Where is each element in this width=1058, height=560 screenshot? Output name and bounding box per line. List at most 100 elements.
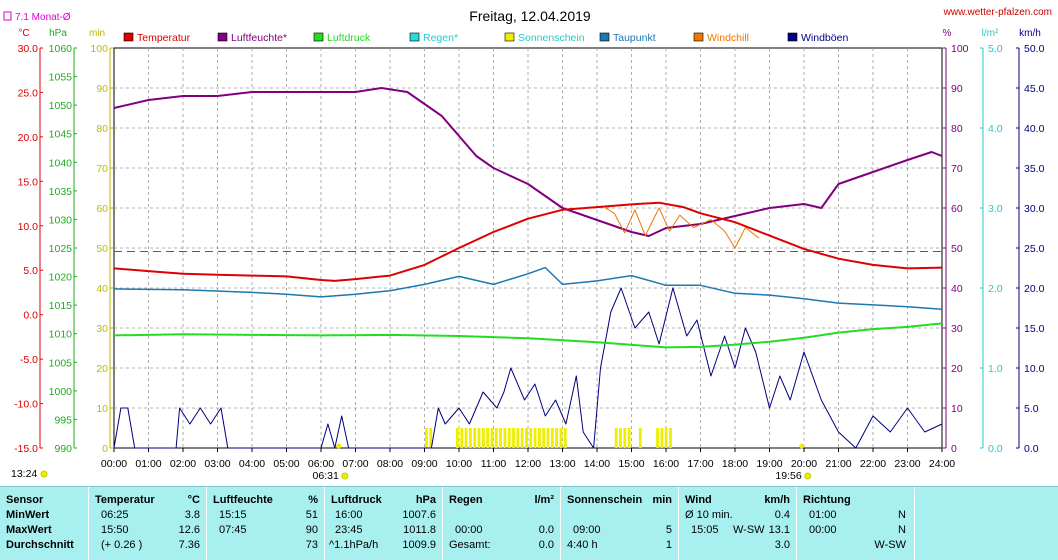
x-tick-label: 19:00 <box>756 458 782 470</box>
percent-axis-tick-label: 40 <box>951 283 963 295</box>
stats-direction: Richtung 01:00 N 00:00 N W-SW <box>797 487 915 560</box>
legend-swatch-icon <box>599 32 610 42</box>
sunshine-bar <box>486 428 490 448</box>
hum-max-value: 90 <box>305 524 318 536</box>
legend-label: Temperatur <box>137 32 191 44</box>
sensor-head: Sensor <box>6 494 44 506</box>
sunrise-label: 06:31 <box>313 470 339 482</box>
pressure-axis-tick-label: 1045 <box>49 129 73 141</box>
row-label-min: MinWert <box>6 509 50 521</box>
unit-rain: l/m² <box>982 28 999 39</box>
x-tick-label: 10:00 <box>446 458 472 470</box>
temp-axis-tick-label: 25.0 <box>18 87 39 99</box>
series-taupunkt-line <box>113 266 943 311</box>
wind-axis-tick-label: 0.0 <box>1024 443 1039 455</box>
wind-avg-value: 3.0 <box>774 539 790 551</box>
pressure-unit: hPa <box>415 494 436 506</box>
percent-axis-tick-label: 10 <box>951 403 963 415</box>
wind-axis-tick-label: 15.0 <box>1024 323 1045 335</box>
sunrise-marker <box>336 443 342 449</box>
stats-humidity: Luftfeuchte % 15:15 51 07:45 90 73 <box>207 487 325 560</box>
x-tick-label: 09:00 <box>411 458 437 470</box>
sunshine-bar <box>533 428 537 448</box>
pressure-axis-tick-label: 1035 <box>49 186 73 198</box>
wind-axis-tick-label: 35.0 <box>1024 163 1045 175</box>
unit-temp: °C <box>18 28 29 39</box>
rain-axis-tick-label: 3.0 <box>988 203 1003 215</box>
x-tick-label: 24:00 <box>929 458 955 470</box>
row-label-avg: Durchschnitt <box>6 539 74 551</box>
sun-markers: 06:31 19:56 13:24 <box>11 443 812 482</box>
series-lines <box>113 87 943 449</box>
stats-wind: Wind km/h Ø 10 min. 0.4 15:05 W-SW 13.1 … <box>679 487 797 560</box>
y-axes: 30.0 25.0 20.0 15.0 10.0 5.0 0.0 -5.0 -10.0 -15.0… <box>14 43 1045 455</box>
temp-axis-tick-label: -15.0 <box>14 443 38 455</box>
wind-axis-tick-label: 30.0 <box>1024 203 1045 215</box>
minutes-axis-tick-label: 60 <box>96 203 108 215</box>
temp-axis-tick-label: 20.0 <box>18 132 39 144</box>
temp-axis-tick-label: 10.0 <box>18 221 39 233</box>
percent-axis-tick-label: 50 <box>951 243 963 255</box>
rain-axis-tick-label: 0.0 <box>988 443 1003 455</box>
percent-axis-tick-label: 80 <box>951 123 963 135</box>
x-tick-label: 04:00 <box>239 458 265 470</box>
sunshine-bar <box>656 428 659 448</box>
sunshine-bar <box>546 428 550 448</box>
row-label-max: MaxWert <box>6 524 52 536</box>
minutes-axis-tick-label: 40 <box>96 283 108 295</box>
dir-min-time: 01:00 <box>809 509 837 521</box>
x-tick-label: 03:00 <box>204 458 230 470</box>
series-windchill-line <box>603 206 760 249</box>
x-tick-label: 07:00 <box>342 458 368 470</box>
minutes-axis-tick-label: 20 <box>96 363 108 375</box>
x-tick-label: 12:00 <box>515 458 541 470</box>
x-tick-label: 21:00 <box>825 458 851 470</box>
temp-axis-tick-label: 5.0 <box>23 265 38 277</box>
dir-max-value: N <box>898 524 906 536</box>
x-tick-label: 11:00 <box>481 458 507 470</box>
wind-max-dir: W-SW <box>733 524 765 536</box>
sunshine-bar <box>499 428 502 448</box>
sunshine-bar <box>623 428 627 448</box>
sunrise-sun-icon <box>341 472 349 480</box>
sunshine-bar <box>529 428 533 448</box>
percent-axis-tick-label: 0 <box>951 443 957 455</box>
percent-axis-tick-label: 90 <box>951 83 963 95</box>
wind-axis-tick-label: 5.0 <box>1024 403 1039 415</box>
wind-avg10-value: 0.4 <box>774 509 790 521</box>
legend-swatch-icon <box>123 32 134 42</box>
stats-rain: Regen l/m² 00:00 0.0 Gesamt: 0.0 <box>443 487 561 560</box>
humidity-unit: % <box>308 494 318 506</box>
sunshine-bar <box>507 428 511 448</box>
sunshine-bar <box>537 428 541 448</box>
rain-axis-tick-label: 4.0 <box>988 123 1003 135</box>
sunshine-bar <box>559 428 563 448</box>
sunshine-bar <box>638 428 642 448</box>
sunshine-bar <box>494 428 498 448</box>
sunshine-bar <box>464 428 468 448</box>
sunset-marker <box>799 443 805 449</box>
minutes-axis-tick-label: 50 <box>96 243 108 255</box>
sunshine-bar <box>520 428 524 448</box>
percent-axis-tick-label: 60 <box>951 203 963 215</box>
rain-total-value: 0.0 <box>538 539 554 551</box>
temperature-unit: °C <box>187 494 200 506</box>
sunshine-unit: min <box>652 494 672 506</box>
sunshine-bar <box>614 428 618 448</box>
sunset-label: 19:56 <box>775 470 801 482</box>
weather-chart: Freitag, 12.04.2019 www.wetter-pfalzen.c… <box>3 7 1052 482</box>
wind-axis-tick-label: 40.0 <box>1024 123 1045 135</box>
site-label: www.wetter-pfalzen.com <box>943 7 1052 18</box>
x-axis: 00:00 01:00 02:00 03:00 04:00 05:00 06:00 07:00… <box>101 448 955 470</box>
x-tick-label: 05:00 <box>273 458 299 470</box>
legend-label: Taupunkt <box>613 32 656 44</box>
minutes-axis-tick-label: 80 <box>96 123 108 135</box>
x-tick-label: 01:00 <box>135 458 161 470</box>
sunshine-bar <box>664 428 668 448</box>
daylength-label: 13:24 <box>11 468 37 480</box>
humidity-head: Luftfeuchte <box>213 494 273 506</box>
minutes-axis-tick-label: 30 <box>96 323 108 335</box>
direction-head: Richtung <box>803 494 851 506</box>
hum-min-time: 15:15 <box>219 509 247 521</box>
rain-axis-tick-label: 1.0 <box>988 363 1003 375</box>
